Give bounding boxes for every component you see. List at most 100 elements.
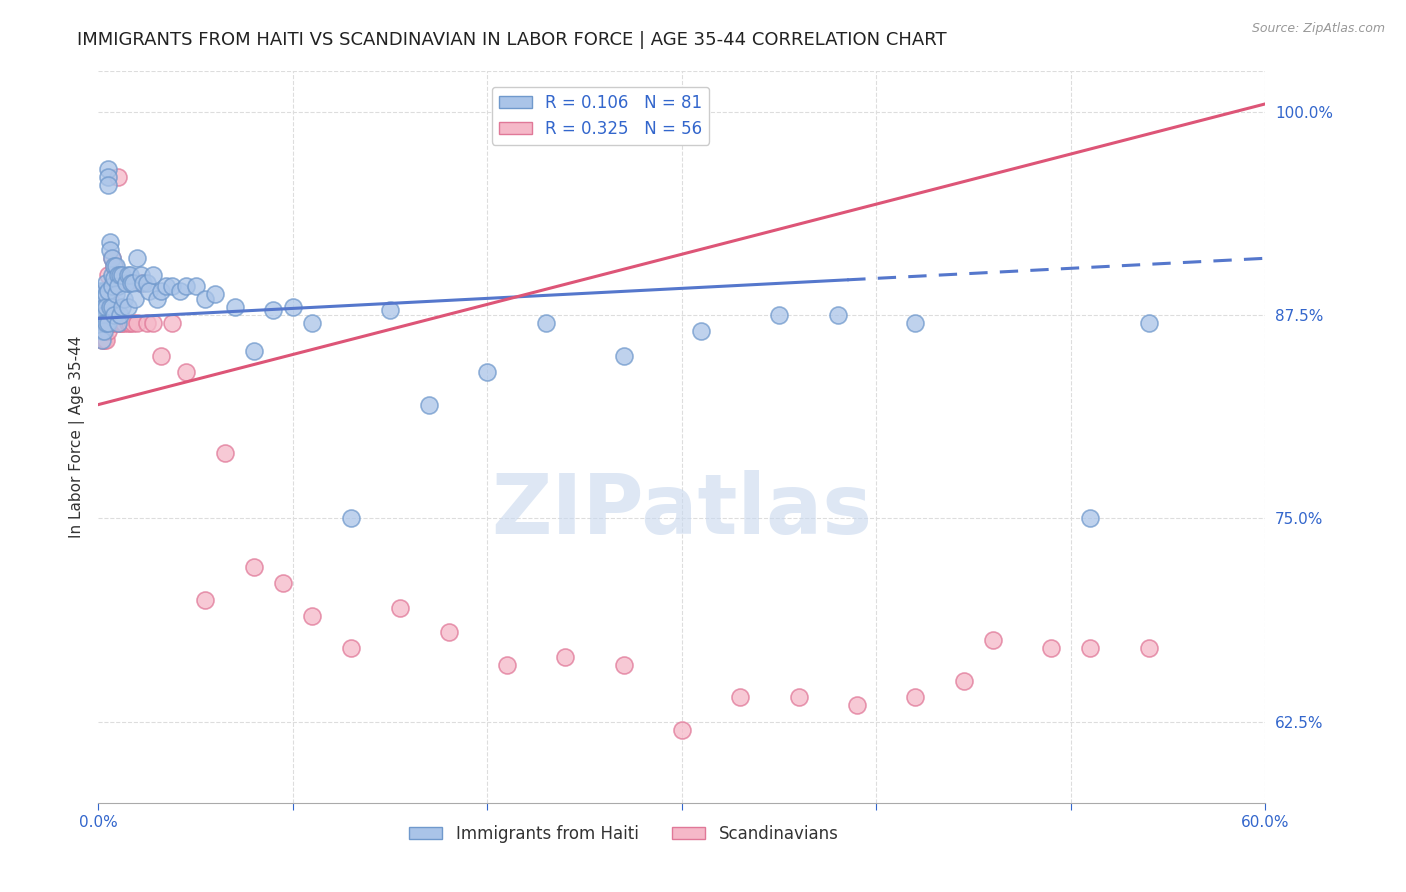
Point xyxy=(108,308,131,322)
Point xyxy=(91,316,114,330)
Point xyxy=(301,316,323,330)
Point xyxy=(380,303,402,318)
Point xyxy=(107,169,129,184)
Point xyxy=(104,276,127,290)
Point xyxy=(97,178,120,193)
Point xyxy=(89,316,111,330)
Point xyxy=(496,657,519,672)
Point xyxy=(107,279,129,293)
Point xyxy=(93,284,115,298)
Point xyxy=(904,316,927,330)
Point xyxy=(418,398,440,412)
Point xyxy=(129,268,152,282)
Point xyxy=(118,316,141,330)
Point xyxy=(91,292,114,306)
Point xyxy=(89,308,111,322)
Point xyxy=(122,316,145,330)
Point xyxy=(554,649,576,664)
Point xyxy=(93,308,115,322)
Point xyxy=(174,365,197,379)
Point xyxy=(97,325,120,339)
Point xyxy=(96,300,118,314)
Point xyxy=(118,268,141,282)
Point xyxy=(93,300,115,314)
Point xyxy=(112,316,135,330)
Point xyxy=(98,243,121,257)
Point xyxy=(103,260,125,274)
Point xyxy=(91,300,114,314)
Point xyxy=(98,235,121,249)
Point xyxy=(117,316,139,330)
Point xyxy=(136,316,159,330)
Point xyxy=(89,300,111,314)
Point xyxy=(93,303,115,318)
Point xyxy=(96,316,118,330)
Point xyxy=(613,349,636,363)
Point xyxy=(953,673,976,688)
Point xyxy=(103,260,125,274)
Point xyxy=(534,316,557,330)
Legend: Immigrants from Haiti, Scandinavians: Immigrants from Haiti, Scandinavians xyxy=(402,818,845,849)
Point xyxy=(103,316,125,330)
Y-axis label: In Labor Force | Age 35-44: In Labor Force | Age 35-44 xyxy=(69,336,84,538)
Point xyxy=(1137,641,1160,656)
Point xyxy=(340,511,363,525)
Point xyxy=(93,316,115,330)
Point xyxy=(243,343,266,358)
Point xyxy=(142,268,165,282)
Point xyxy=(93,325,115,339)
Point xyxy=(301,608,323,623)
Point xyxy=(103,308,125,322)
Point xyxy=(1080,641,1102,656)
Point xyxy=(103,270,125,285)
Text: IMMIGRANTS FROM HAITI VS SCANDINAVIAN IN LABOR FORCE | AGE 35-44 CORRELATION CHA: IMMIGRANTS FROM HAITI VS SCANDINAVIAN IN… xyxy=(77,31,948,49)
Point xyxy=(169,284,191,298)
Point xyxy=(97,161,120,176)
Point xyxy=(1137,316,1160,330)
Point xyxy=(155,279,177,293)
Point xyxy=(194,592,217,607)
Point xyxy=(243,560,266,574)
Point xyxy=(96,316,118,330)
Point xyxy=(437,625,460,640)
Point xyxy=(101,252,124,266)
Point xyxy=(162,279,184,293)
Point xyxy=(91,308,114,322)
Point xyxy=(1080,511,1102,525)
Point xyxy=(91,325,114,339)
Point xyxy=(111,300,134,314)
Point xyxy=(93,292,115,306)
Point xyxy=(91,333,114,347)
Point xyxy=(142,316,165,330)
Point xyxy=(117,268,139,282)
Point xyxy=(204,287,226,301)
Point xyxy=(613,657,636,672)
Point xyxy=(194,292,217,306)
Point xyxy=(101,300,124,314)
Point xyxy=(127,252,149,266)
Point xyxy=(96,333,118,347)
Point xyxy=(98,316,121,330)
Point xyxy=(1040,641,1063,656)
Point xyxy=(730,690,752,705)
Point xyxy=(91,333,114,347)
Point xyxy=(162,316,184,330)
Point xyxy=(981,633,1004,648)
Point xyxy=(108,268,131,282)
Point xyxy=(98,300,121,314)
Point xyxy=(174,279,197,293)
Point xyxy=(340,641,363,656)
Point xyxy=(96,287,118,301)
Point xyxy=(104,260,127,274)
Point xyxy=(787,690,810,705)
Point xyxy=(124,292,146,306)
Point xyxy=(146,292,169,306)
Point xyxy=(149,284,172,298)
Point xyxy=(97,284,120,298)
Point xyxy=(136,276,159,290)
Point xyxy=(127,316,149,330)
Point xyxy=(214,446,236,460)
Point xyxy=(112,292,135,306)
Point xyxy=(121,276,143,290)
Point xyxy=(117,300,139,314)
